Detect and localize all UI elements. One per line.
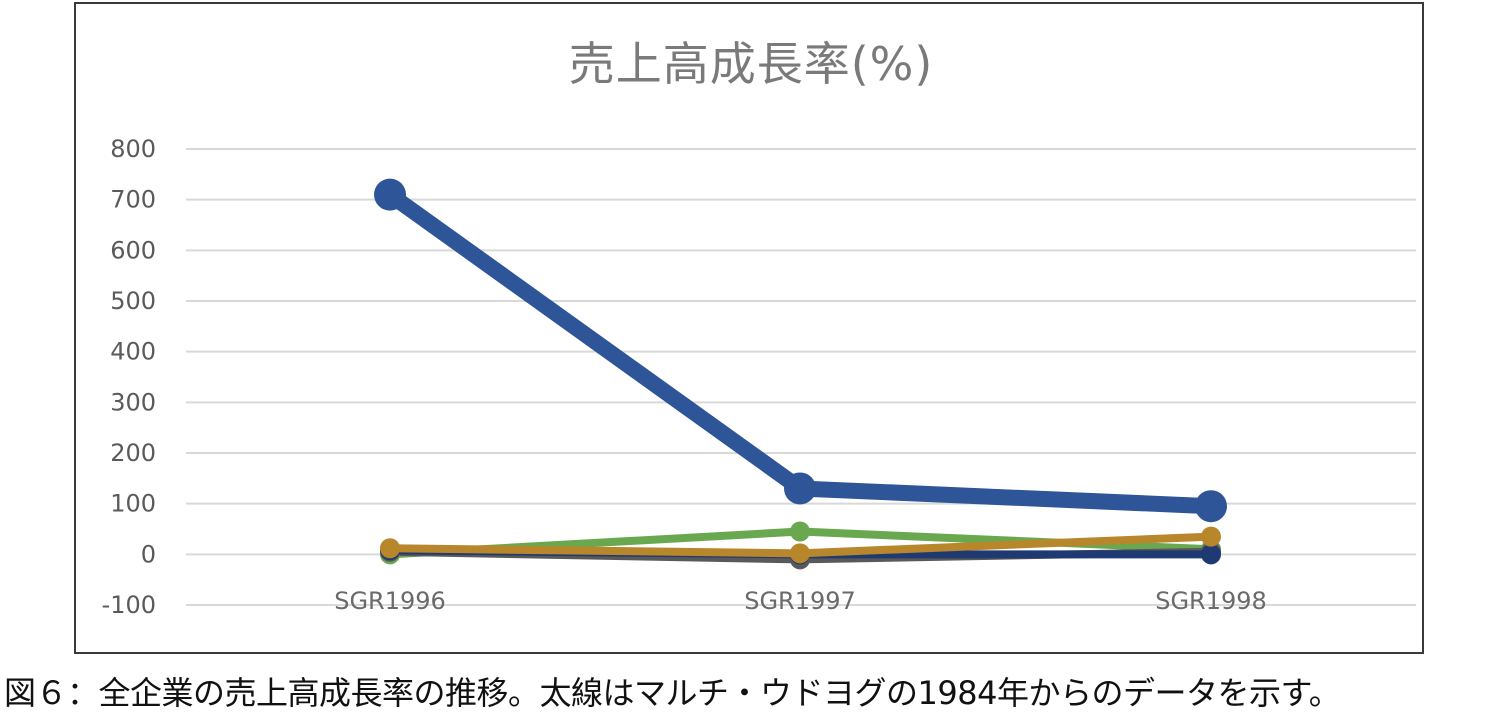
y-tick-label: 600 xyxy=(110,236,156,264)
data-point xyxy=(1201,526,1221,547)
y-axis-ticks: 800 700 600 500 400 300 200 100 0 -100 xyxy=(102,135,156,619)
chart-title: 売上高成長率(%) xyxy=(568,37,934,91)
y-tick-label: 0 xyxy=(141,540,156,568)
data-point xyxy=(784,472,816,505)
y-tick-label: 400 xyxy=(110,338,156,366)
chart-frame: 売上高成長率(%) 800 700 600 500 400 300 200 100 0 -100 … xyxy=(74,2,1424,654)
x-category-label: SGR1998 xyxy=(1155,587,1267,615)
y-tick-label: -100 xyxy=(102,591,156,619)
data-point xyxy=(790,543,810,564)
series-layer xyxy=(374,178,1227,570)
x-category-label: SGR1997 xyxy=(744,587,856,615)
y-tick-label: 700 xyxy=(110,186,156,214)
data-point xyxy=(790,521,810,542)
data-point xyxy=(380,538,400,559)
y-tick-label: 800 xyxy=(110,135,156,163)
y-tick-label: 500 xyxy=(110,287,156,315)
x-axis-categories: SGR1996 SGR1997 SGR1998 xyxy=(334,587,1267,615)
data-point xyxy=(1201,544,1221,565)
y-tick-label: 300 xyxy=(110,388,156,416)
y-tick-label: 100 xyxy=(110,490,156,518)
data-point xyxy=(1195,490,1227,523)
x-category-label: SGR1996 xyxy=(334,587,446,615)
data-point xyxy=(374,178,406,211)
series-group xyxy=(374,178,1227,523)
figure-caption: 図６：全企業の売上高成長率の推移。太線はマルチ・ウドヨグの1984年からのデータ… xyxy=(4,674,1341,712)
series-group xyxy=(380,526,1221,564)
y-tick-label: 200 xyxy=(110,439,156,467)
series-line xyxy=(382,186,1219,515)
